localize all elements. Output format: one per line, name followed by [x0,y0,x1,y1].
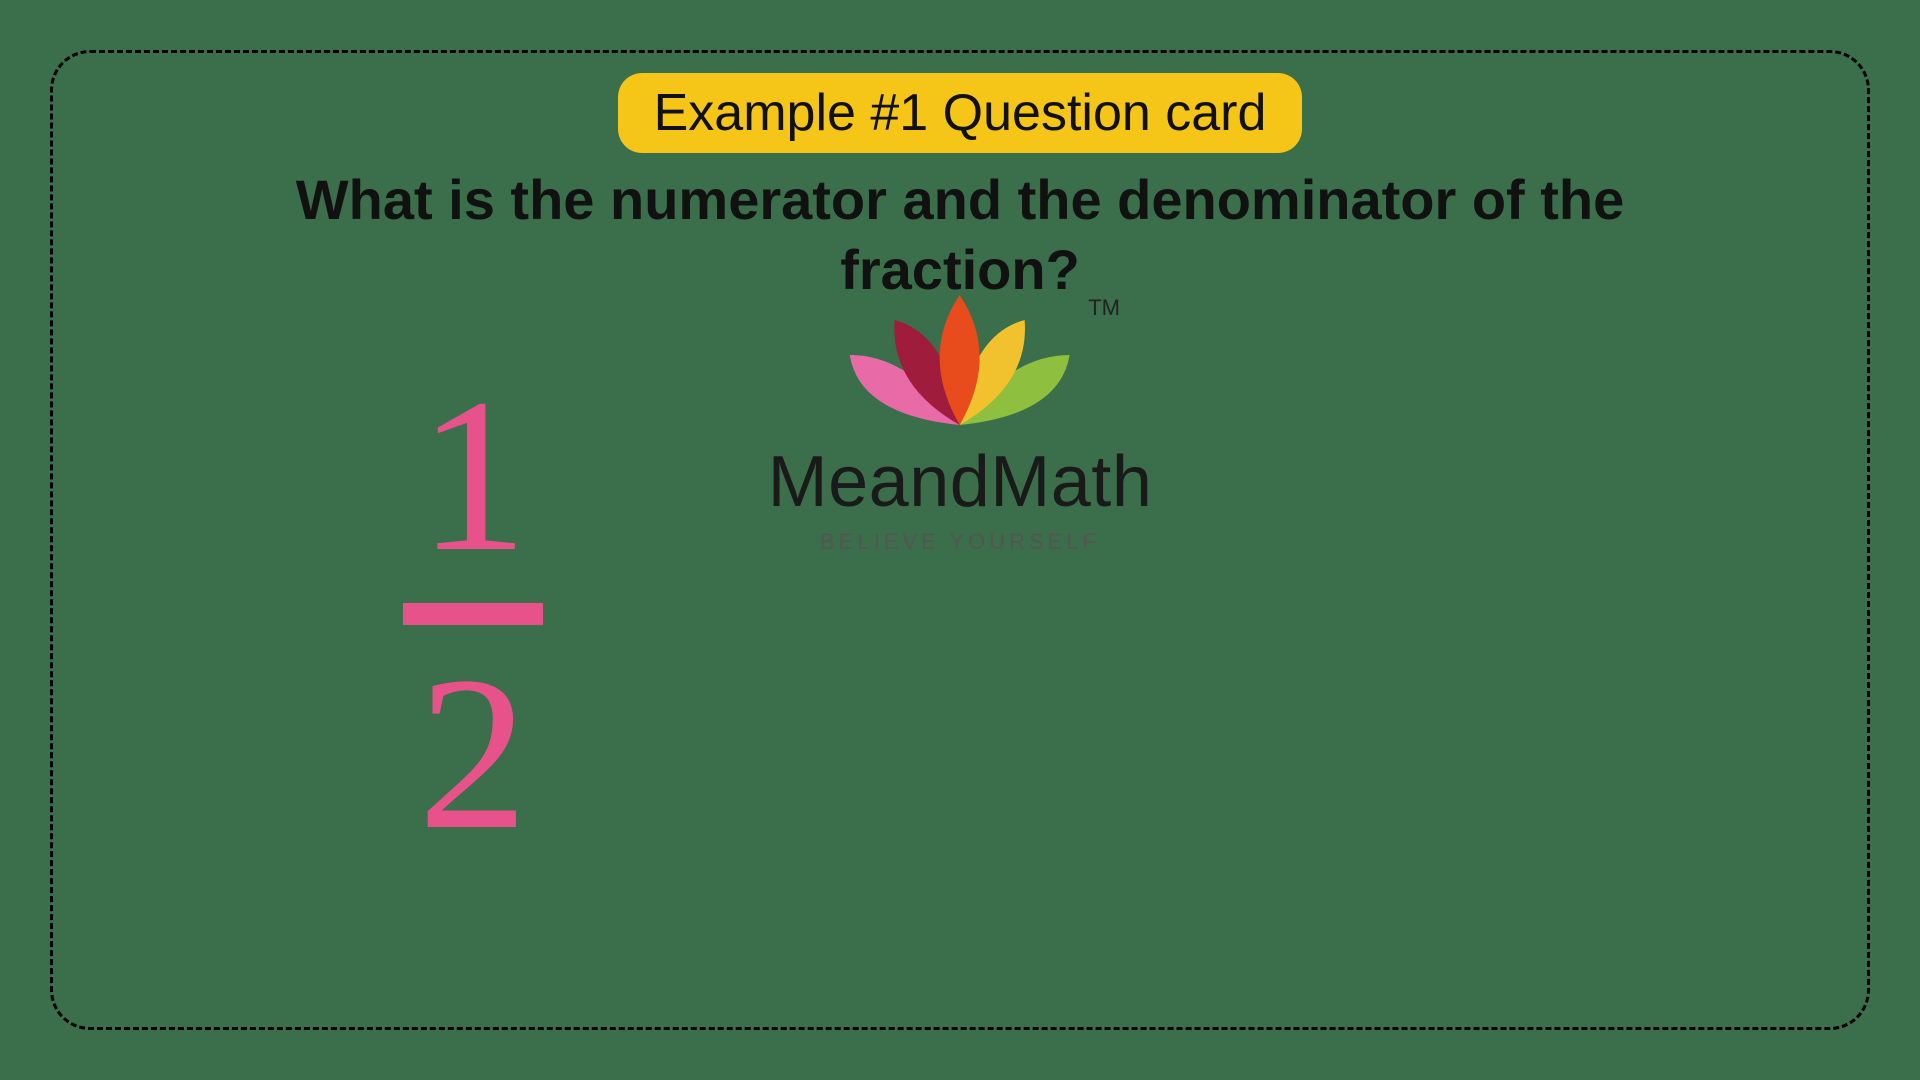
card-badge: Example #1 Question card [618,73,1303,153]
brand-logo: TM MeandMath BELIEVE YOURSELF [768,285,1153,555]
fraction-bar [403,603,543,625]
lotus-icon: TM [810,285,1110,435]
brand-name: MeandMath [768,441,1153,523]
question-text: What is the numerator and the denominato… [53,165,1867,305]
question-card: Example #1 Question card What is the num… [50,50,1870,1030]
lotus-petals [850,295,1070,425]
brand-tagline: BELIEVE YOURSELF [768,529,1153,555]
card-body: 1 2 TM MeandMath BELIEVE YOURSELF [53,325,1867,945]
fraction: 1 2 [383,365,563,863]
trademark: TM [1088,295,1120,321]
fraction-numerator: 1 [383,365,563,585]
fraction-denominator: 2 [383,643,563,863]
